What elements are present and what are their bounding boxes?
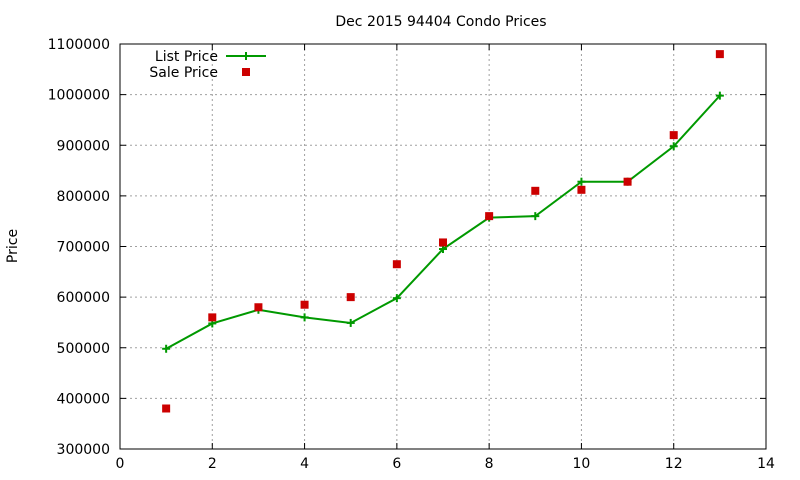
- x-tick-label: 6: [392, 456, 401, 472]
- x-tick-label: 2: [208, 456, 217, 472]
- legend-label: Sale Price: [149, 65, 218, 81]
- series-sale-price: [162, 50, 724, 413]
- chart-title: Dec 2015 94404 Condo Prices: [335, 14, 546, 30]
- x-tick-label: 10: [573, 456, 591, 472]
- sale-price-point: [392, 260, 401, 269]
- y-tick-label: 700000: [57, 240, 110, 256]
- x-tick-label: 12: [665, 456, 683, 472]
- y-tick-label: 300000: [57, 442, 110, 458]
- sale-price-point: [208, 313, 217, 322]
- legend-label: List Price: [155, 49, 218, 65]
- y-tick-label: 600000: [57, 290, 110, 306]
- x-tick-label: 0: [116, 456, 125, 472]
- series-layer: [162, 50, 724, 413]
- y-tick-label: 500000: [57, 341, 110, 357]
- list-price-point: [392, 294, 401, 303]
- sale-price-point: [485, 212, 494, 221]
- legend-plus-marker: [242, 52, 250, 60]
- y-tick-label: 1100000: [48, 37, 110, 53]
- x-tick-label: 4: [300, 456, 309, 472]
- sale-price-point: [577, 185, 586, 194]
- list-price-point: [162, 344, 171, 353]
- list-price-line: [165, 94, 721, 350]
- sale-price-point: [623, 177, 632, 186]
- sale-price-point: [669, 131, 678, 140]
- sale-price-point: [346, 293, 355, 302]
- list-price-point: [531, 212, 540, 221]
- list-price-point: [669, 142, 678, 151]
- series-list-price: [162, 91, 724, 353]
- sale-price-point: [300, 300, 309, 309]
- sale-price-point: [439, 238, 447, 247]
- y-tick-label: 800000: [57, 189, 110, 205]
- x-tick-label: 14: [757, 456, 775, 472]
- list-price-point: [715, 91, 724, 100]
- y-tick-label: 400000: [57, 391, 110, 407]
- x-tick-label: 8: [485, 456, 494, 472]
- y-tick-label: 1000000: [48, 88, 110, 104]
- list-price-point: [346, 318, 355, 327]
- sale-price-point: [715, 50, 724, 59]
- list-price-point: [577, 177, 586, 186]
- tick-layer: 0 2 4 6 8 10 12 14 300000 400000 500000 600000 70000…: [48, 37, 775, 472]
- list-price-point: [300, 313, 309, 322]
- legend-square-marker: [242, 68, 250, 76]
- sale-price-point: [162, 404, 171, 413]
- sale-price-point: [254, 303, 263, 312]
- y-axis-label: Price: [5, 229, 21, 263]
- sale-price-point: [531, 186, 540, 195]
- y-tick-label: 900000: [57, 138, 110, 154]
